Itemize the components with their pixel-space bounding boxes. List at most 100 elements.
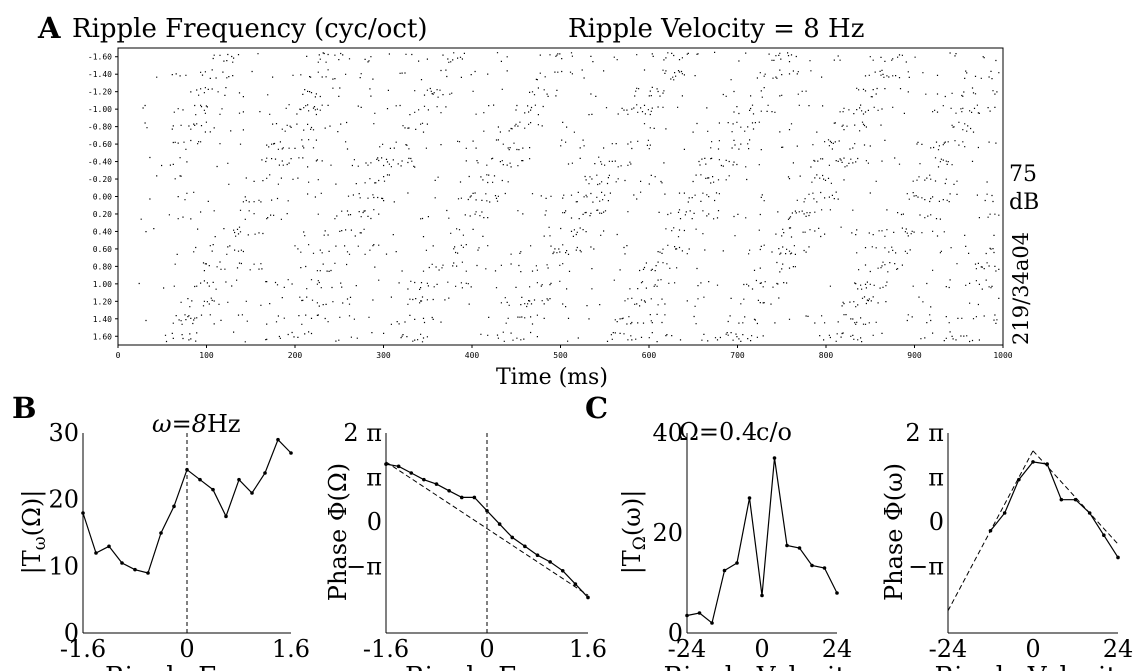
panel-a-letter: A bbox=[37, 11, 61, 45]
data-point bbox=[94, 551, 98, 555]
data-point bbox=[263, 471, 267, 475]
x-tick-label: -1.6 bbox=[363, 635, 409, 663]
raster-x-tick-label: 600 bbox=[642, 351, 657, 360]
data-point bbox=[81, 511, 85, 515]
x-axis-label: Ripple Freq. bbox=[405, 662, 569, 671]
raster-x-label: Time (ms) bbox=[496, 365, 608, 390]
chart-C-magnitude: -24024Ripple Velocity02040|TΩ(ω)| bbox=[618, 419, 861, 671]
x-tick-label: -24 bbox=[668, 635, 707, 663]
data-point bbox=[459, 495, 464, 500]
raster-frame bbox=[117, 47, 1004, 346]
y-tick-label: −π bbox=[908, 552, 944, 580]
data-point bbox=[1073, 497, 1078, 502]
data-point bbox=[735, 561, 739, 565]
panel-c: C Ω=0.4 c/o bbox=[585, 391, 792, 446]
raster-y-tick-label: -1.00 bbox=[88, 105, 112, 114]
x-tick-label: 24 bbox=[1103, 635, 1134, 663]
y-tick-label: 30 bbox=[48, 419, 79, 447]
y-tick-label: 0 bbox=[668, 619, 683, 647]
panel-b-annotation: ω=8 bbox=[152, 410, 207, 438]
data-point bbox=[1102, 533, 1106, 538]
data-point bbox=[710, 621, 714, 625]
data-point bbox=[497, 522, 502, 526]
side-label-db: dB bbox=[1009, 190, 1039, 215]
raster-y-tick-label: 1.40 bbox=[93, 315, 112, 324]
y-tick-label: π bbox=[928, 463, 944, 491]
raster-y-tick-label: 0.20 bbox=[93, 210, 112, 219]
raster-x-tick-label: 800 bbox=[819, 351, 834, 360]
y-tick-label: 40 bbox=[652, 419, 683, 447]
data-point bbox=[250, 491, 254, 495]
y-tick-label: 0 bbox=[64, 619, 79, 647]
y-tick-label: 20 bbox=[652, 519, 683, 547]
data-point bbox=[384, 462, 388, 466]
y-axis-label: Phase Φ(Ω) bbox=[324, 463, 352, 601]
x-tick-label: 24 bbox=[822, 635, 853, 663]
data-point bbox=[1059, 497, 1064, 502]
data-point bbox=[159, 531, 163, 535]
y-axis-label: |TΩ(ω)| bbox=[618, 490, 650, 575]
raster-x-tick-label: 300 bbox=[376, 351, 391, 360]
data-point bbox=[485, 508, 489, 513]
fit-line bbox=[385, 461, 589, 596]
series-line bbox=[686, 457, 838, 625]
raster-y-tick-label: 0.40 bbox=[93, 227, 112, 236]
data-point bbox=[447, 488, 451, 493]
raster-x-ticks: 0 100 200 300 400 500 600 700 800 900 1000 bbox=[116, 345, 1013, 360]
data-point bbox=[810, 563, 814, 568]
data-point bbox=[409, 471, 414, 475]
data-point bbox=[1002, 511, 1007, 515]
raster-y-tick-label: -1.60 bbox=[88, 53, 112, 62]
data-point bbox=[772, 456, 777, 460]
data-point bbox=[822, 566, 827, 570]
data-point bbox=[835, 591, 839, 595]
data-point bbox=[133, 567, 137, 572]
data-point bbox=[722, 568, 727, 573]
data-point bbox=[510, 535, 515, 540]
data-point bbox=[120, 561, 124, 565]
data-point bbox=[107, 544, 111, 549]
y-tick-label: 2 π bbox=[343, 419, 382, 447]
data-point bbox=[211, 487, 215, 492]
y-tick-label: 0 bbox=[367, 508, 382, 536]
data-point bbox=[289, 451, 293, 455]
data-point bbox=[276, 437, 280, 442]
x-tick-label: 1.6 bbox=[569, 635, 607, 663]
raster-y-tick-label: 1.20 bbox=[93, 297, 112, 306]
y-tick-label: 10 bbox=[48, 552, 79, 580]
raster-y-tick-label: 0.80 bbox=[93, 262, 112, 271]
data-point bbox=[1017, 477, 1021, 482]
x-axis-label: Ripple Freq. bbox=[105, 662, 269, 671]
raster-spikes bbox=[138, 51, 1000, 343]
data-point bbox=[535, 553, 540, 558]
fit-line bbox=[1032, 450, 1119, 545]
raster-x-tick-label: 100 bbox=[199, 351, 214, 360]
data-point bbox=[586, 595, 590, 600]
panel-b: B ω=8 Hz bbox=[12, 391, 241, 438]
data-point bbox=[685, 613, 689, 618]
data-point bbox=[146, 571, 150, 575]
data-point bbox=[224, 514, 228, 519]
x-tick-label: -24 bbox=[929, 635, 968, 663]
data-point bbox=[1031, 460, 1035, 464]
y-tick-label: π bbox=[366, 463, 382, 491]
raster-y-tick-label: -0.60 bbox=[88, 140, 112, 149]
y-tick-label: −π bbox=[346, 552, 382, 580]
x-tick-label: 0 bbox=[479, 635, 494, 663]
panel-a-title-right: Ripple Velocity = 8 Hz bbox=[568, 14, 864, 44]
raster-y-tick-label: 1.60 bbox=[93, 332, 112, 341]
data-point bbox=[560, 568, 565, 573]
y-axis-label: |Tω(Ω)| bbox=[18, 490, 50, 575]
raster-y-tick-label: 0.60 bbox=[93, 245, 112, 254]
x-tick-label: 0 bbox=[1025, 635, 1040, 663]
data-point bbox=[172, 504, 176, 509]
y-tick-label: 20 bbox=[48, 486, 79, 514]
x-axis-label: Ripple Velocity bbox=[935, 662, 1132, 671]
raster-y-tick-label: -0.80 bbox=[88, 123, 112, 132]
data-point bbox=[523, 544, 527, 549]
raster-y-tick-label: -0.40 bbox=[88, 158, 112, 167]
data-point bbox=[988, 528, 993, 533]
